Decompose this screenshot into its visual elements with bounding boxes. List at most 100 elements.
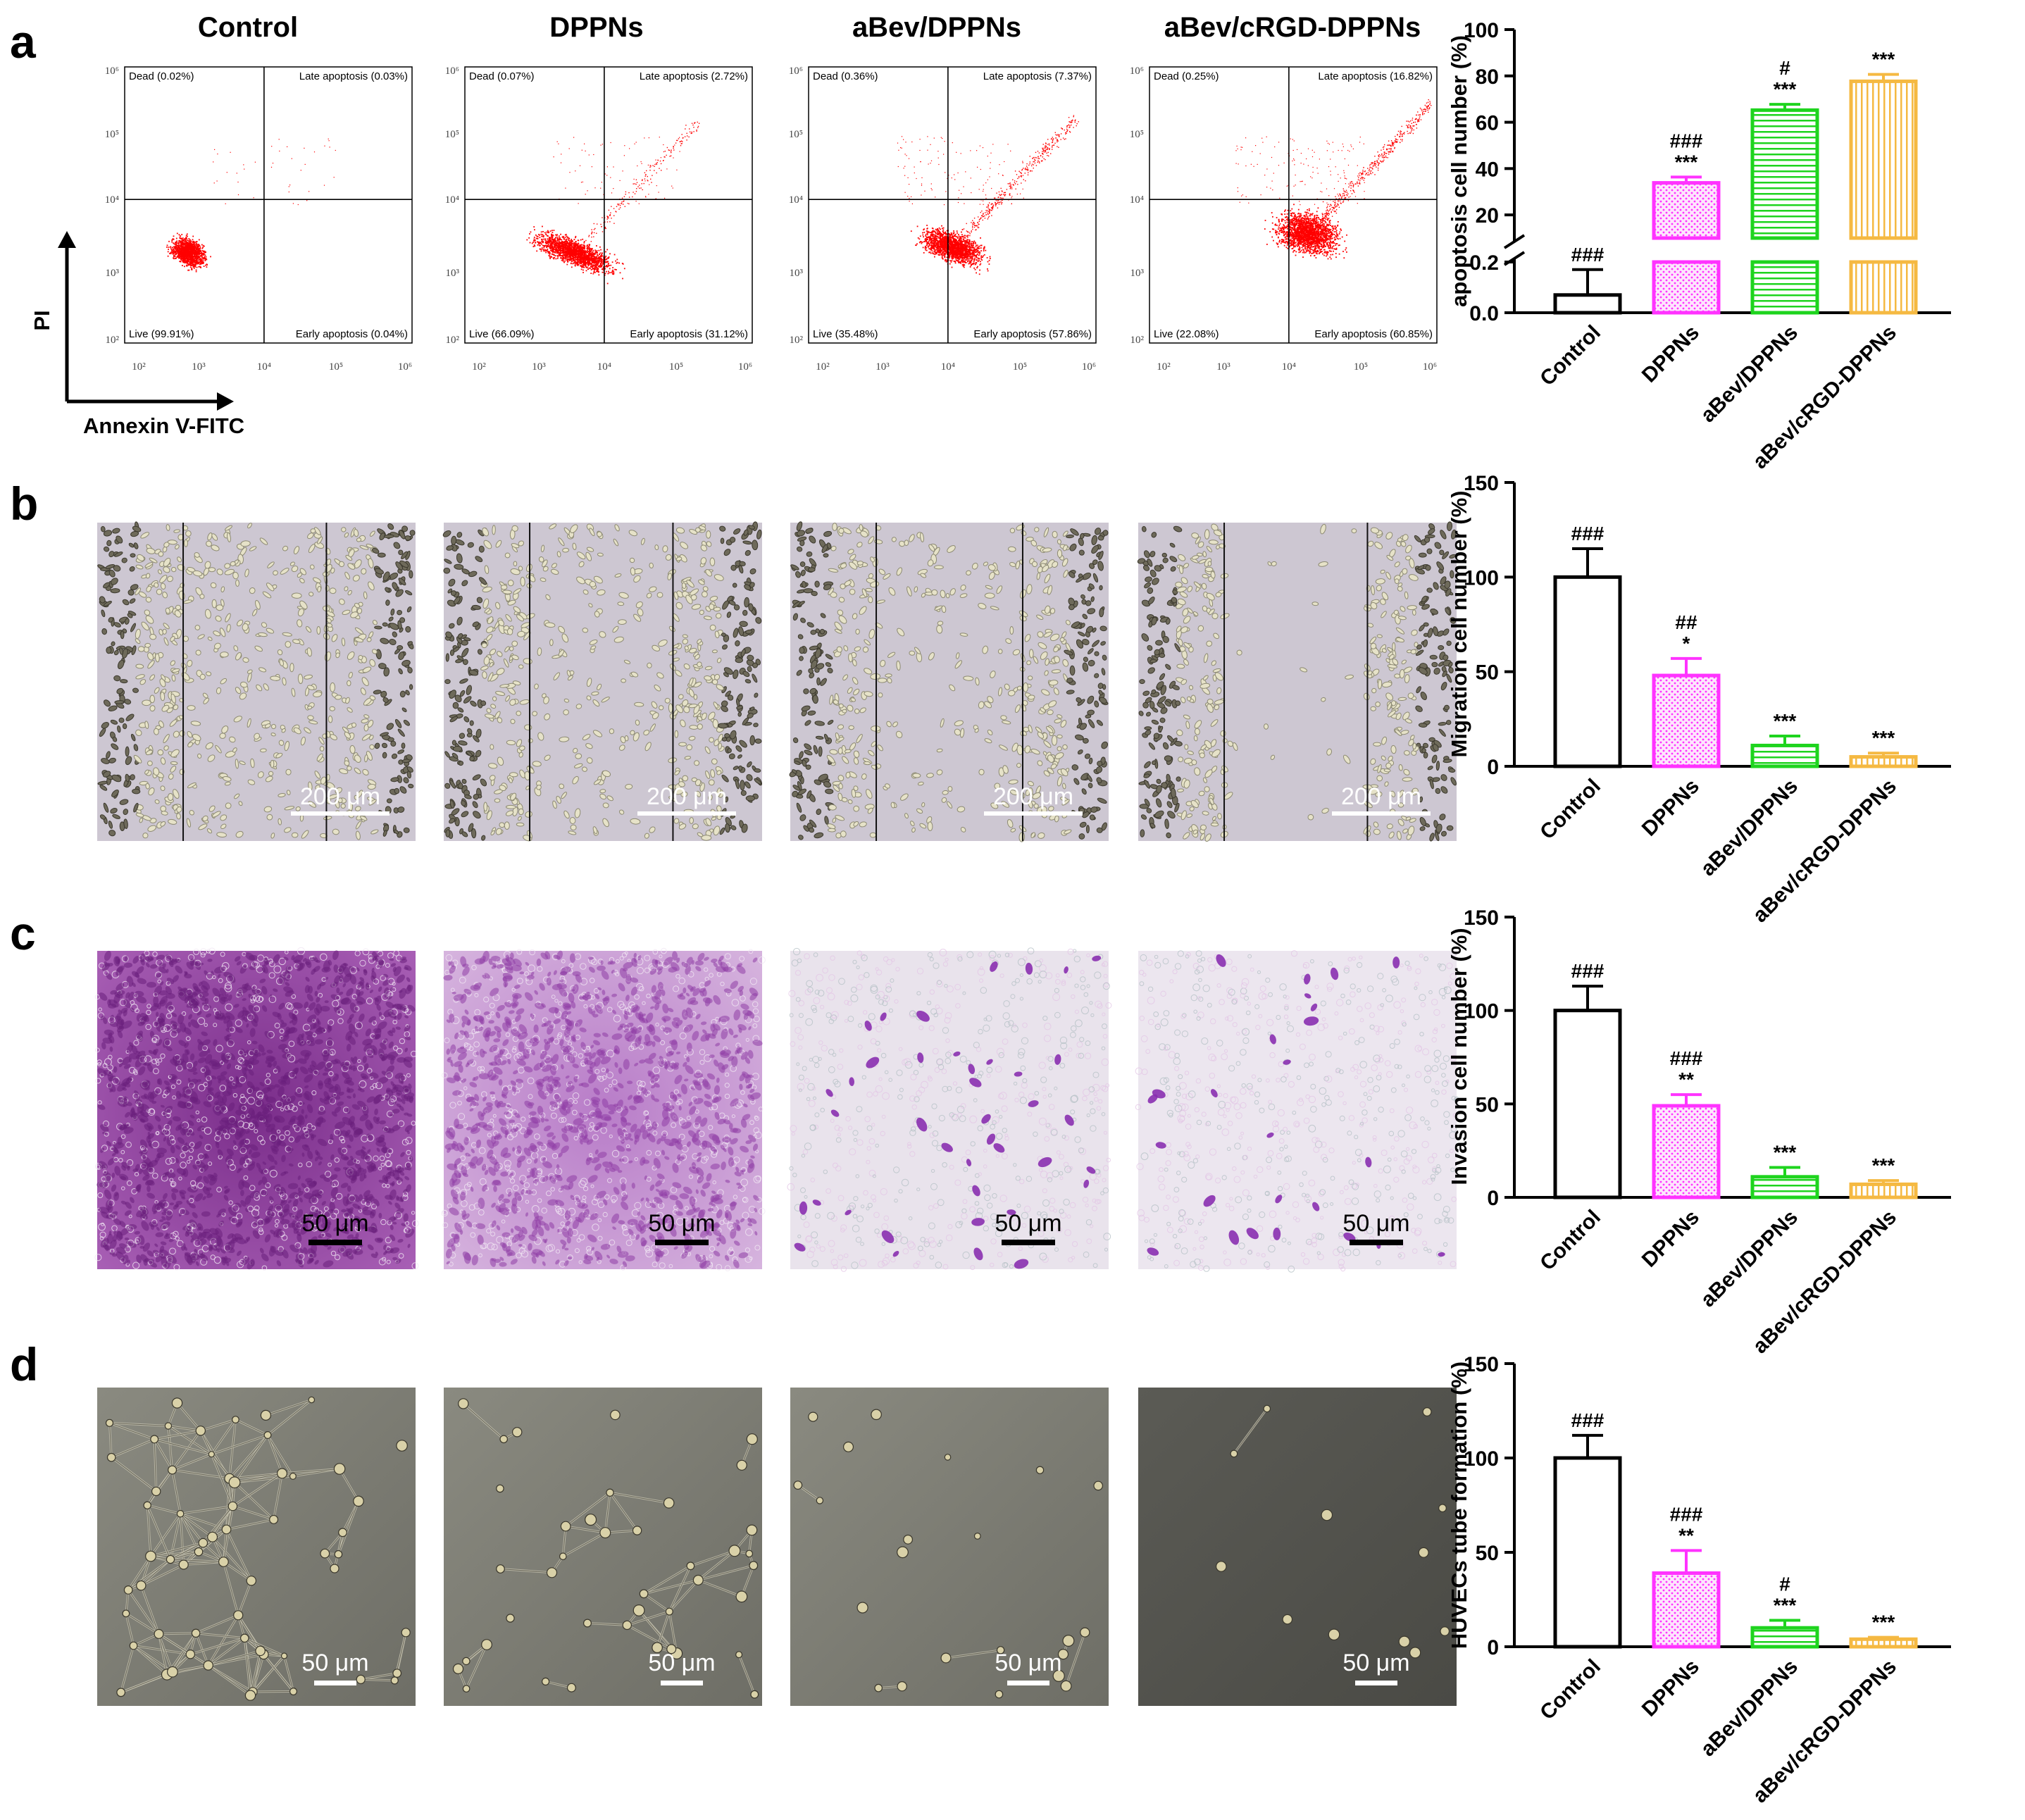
significance-mark: *** [1872,1154,1895,1176]
flow-quadrant-live: Live (99.91%) [129,328,194,340]
flow-quadrant-dead: Dead (0.02%) [129,70,194,82]
flow-dot-cloud [526,121,700,285]
axis-break-mark [1503,234,1526,249]
flow-x-tick-label: 10⁴ [941,361,955,373]
flow-cytometry-plots: Dead (0.02%) Late apoptosis (0.03%) Live (… [105,66,1438,373]
membrane-pores [787,947,1112,1272]
significance-mark: # [1779,57,1790,79]
flow-x-tick-label: 10³ [876,361,890,373]
scale-bar [1350,1240,1403,1245]
flow-x-tick-label: 10⁵ [329,361,343,373]
flow-dot-cloud [897,115,1079,275]
bar [1849,260,1918,315]
flow-x-axis-label: Annexin V-FITC [83,413,244,438]
scale-bar [309,1240,362,1245]
tube-formation-image: 50 μm [444,1388,762,1706]
flow-x-tick-label: 10² [472,361,486,373]
tube-formation-image-background [444,1388,762,1706]
y-tick-label: 20 [1476,204,1499,228]
flow-y-tick-label: 10⁵ [789,129,803,140]
flow-plot: Dead (0.36%) Late apoptosis (7.37%) Live (… [789,66,1097,373]
y-tick-label: 40 [1476,158,1499,181]
significance-mark: ### [1571,1409,1605,1431]
scale-bar [291,811,390,816]
flow-y-tick-label: 10⁵ [445,129,459,140]
flow-x-tick-label: 10³ [192,361,206,373]
flow-x-tick-label: 10² [816,361,830,373]
significance-mark: *** [1774,710,1797,732]
flow-y-tick-label: 10⁵ [105,129,119,140]
flow-y-tick-label: 10⁴ [105,194,119,206]
y-tick-label: 0.0 [1469,302,1499,325]
scale-bar-label: 200 μm [647,783,727,810]
category-label: DPPNs [1638,775,1704,841]
category-label: Control [1535,775,1605,844]
invasion-images: 50 μm 50 μm 50 μm 50 μm [94,947,1459,1273]
scale-bar-label: 50 μm [1342,1650,1409,1676]
flow-dot-cloud [166,138,336,273]
bar [1553,1009,1622,1199]
significance-mark: *** [1774,78,1797,100]
flow-x-tick-label: 10⁶ [738,361,752,373]
flow-quadrant-early-apoptosis: Early apoptosis (31.12%) [630,328,748,340]
invasion-image: 50 μm [1135,950,1459,1273]
significance-mark: ### [1670,130,1703,151]
y-tick-label: 80 [1476,66,1499,89]
bar [1652,673,1721,768]
y-tick-label: 100 [1464,566,1499,590]
flow-quadrant-late-apoptosis: Late apoptosis (2.72%) [640,70,748,82]
flow-x-tick-label: 10⁴ [597,361,611,373]
tube-network [105,1396,411,1701]
scale-bar-label: 50 μm [301,1650,368,1676]
flow-plot: Dead (0.07%) Late apoptosis (2.72%) Live (… [445,66,753,373]
flow-y-tick-label: 10⁶ [1130,66,1144,77]
bar [1553,575,1622,768]
tube-formation-image-background [1138,1388,1457,1706]
flow-x-tick-label: 10² [1157,361,1171,373]
bar [1652,1571,1721,1649]
scale-bar [314,1681,356,1685]
scale-bar [1355,1681,1397,1685]
category-label: aBev/DPPNs [1696,1655,1802,1762]
tube-formation-image: 50 μm [790,1388,1109,1706]
invaded-cells [794,955,1102,1269]
significance-mark: *** [1872,1612,1895,1633]
significance-mark: ** [1678,1524,1694,1546]
flow-y-tick-label: 10² [790,335,804,346]
y-tick-label: 150 [1464,472,1499,495]
tube-network [1216,1404,1450,1659]
scale-bar [637,811,736,816]
flow-quadrant-early-apoptosis: Early apoptosis (60.85%) [1314,328,1433,340]
tube-formation-image: 50 μm [97,1388,416,1706]
flow-x-tick-label: 10⁴ [1282,361,1296,373]
migration-image: 200 μm [97,521,416,841]
flow-x-tick-label: 10⁵ [1013,361,1027,373]
tube-network [452,1398,759,1699]
scale-bar-label: 200 μm [1341,783,1421,810]
category-label: Control [1535,1655,1605,1725]
bar [1849,79,1918,240]
significance-mark: * [1683,632,1690,654]
y-tick-label: 0 [1487,1187,1499,1210]
flow-plot-frame [124,66,413,344]
scale-bar [1007,1681,1049,1685]
bar [1652,181,1721,240]
column-title-abev-dppns: aBev/DPPNs [852,12,1021,43]
y-tick-label: 100 [1464,1447,1499,1471]
flow-y-tick-label: 10⁶ [789,66,803,77]
scale-bar [984,811,1083,816]
tube-network [793,1409,1103,1699]
flow-quadrant-late-apoptosis: Late apoptosis (0.03%) [299,70,408,82]
membrane-pores [1135,950,1459,1273]
scale-bar-label: 50 μm [301,1210,368,1237]
flow-x-tick-label: 10⁵ [669,361,683,373]
significance-mark: *** [1872,727,1895,749]
y-tick-label: 50 [1476,1093,1499,1116]
panel-letter-d: d [10,1338,38,1390]
flow-overall-axes: PI Annexin V-FITC [30,231,244,438]
significance-mark: ### [1670,1503,1703,1525]
flow-x-tick-label: 10⁴ [257,361,271,373]
category-label: Control [1535,321,1605,391]
category-label: DPPNs [1638,321,1704,387]
